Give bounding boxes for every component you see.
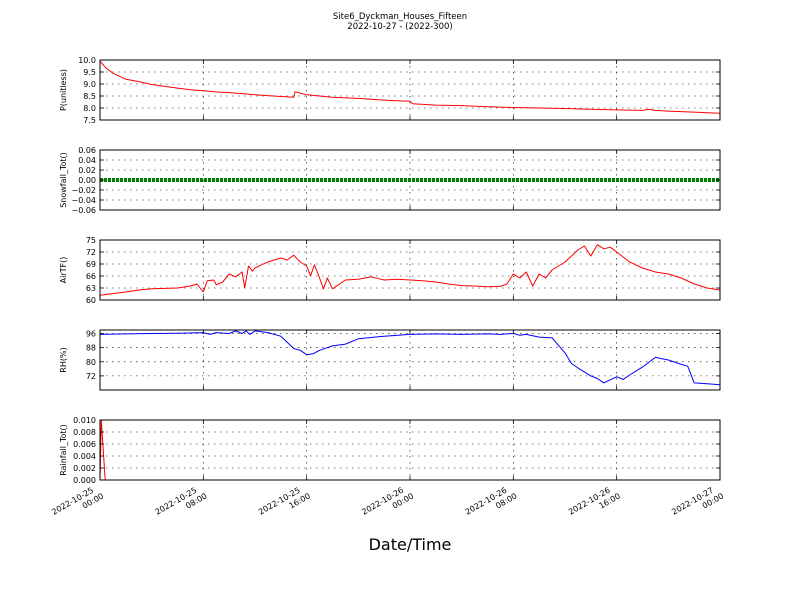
- y-tick-label-rain-5: 0.010: [73, 416, 96, 425]
- series-line-p: [100, 60, 720, 114]
- y-tick-label-p-2: 8.5: [83, 92, 96, 101]
- y-tick-label-p-0: 7.5: [83, 116, 96, 125]
- y-tick-label-snow-5: 0.04: [78, 156, 96, 165]
- y-tick-label-rain-0: 0.000: [73, 476, 96, 485]
- chart-panels: 7.5 8.0 8.5 9.0 9.5 10.0 P(unitless) −0.06−0.04…: [59, 56, 721, 485]
- y-tick-label-air-1: 63: [86, 284, 96, 293]
- series-line-air: [100, 244, 720, 296]
- figure-title: Site6_Dyckman_Houses_Fifteen: [333, 12, 467, 22]
- y-tick-label-p-4: 9.5: [83, 68, 96, 77]
- y-tick-label-rh-3: 96: [86, 330, 96, 339]
- y-tick-label-snow-1: −0.04: [71, 196, 96, 205]
- y-tick-label-rh-1: 80: [86, 358, 96, 367]
- x-axis-title: Date/Time: [369, 535, 452, 554]
- y-tick-label-p-3: 9.0: [83, 80, 96, 89]
- series-line-rh: [100, 330, 720, 386]
- y-axis-label-rh: RH(%): [59, 347, 68, 372]
- y-tick-label-air-3: 69: [86, 260, 96, 269]
- y-tick-label-snow-3: 0.00: [78, 176, 96, 185]
- y-tick-label-rh-2: 88: [86, 344, 96, 353]
- y-axis-label-snow: Snowfall_Tot(): [59, 152, 68, 208]
- panel-snow: −0.06−0.04−0.020.000.020.040.06 Snowfall_…: [59, 146, 721, 215]
- y-tick-label-p-5: 10.0: [78, 56, 96, 65]
- y-tick-label-snow-2: −0.02: [71, 186, 96, 195]
- y-axis-label-rain: Rainfall_Tot(): [59, 424, 68, 476]
- y-tick-label-air-2: 66: [86, 272, 96, 281]
- y-tick-label-rain-4: 0.008: [73, 428, 96, 437]
- series-line-rain: [100, 420, 720, 480]
- y-tick-label-rain-2: 0.004: [73, 452, 96, 461]
- panel-air: 60 63 66 69 72 75 AirTF(): [59, 236, 721, 305]
- panel-rain: 0.000 0.002 0.004 0.006 0.008 0.010 Rainfall_T…: [59, 416, 721, 485]
- y-tick-label-snow-0: −0.06: [71, 206, 96, 215]
- y-tick-label-air-5: 75: [86, 236, 96, 245]
- panel-rh: 72 80 88 96 RH(%): [59, 329, 721, 391]
- y-tick-label-air-4: 72: [86, 248, 96, 257]
- y-tick-label-p-1: 8.0: [83, 104, 96, 113]
- y-tick-label-snow-6: 0.06: [78, 146, 96, 155]
- y-axis-label-air: AirTF(): [59, 257, 68, 284]
- y-tick-label-rain-1: 0.002: [73, 464, 96, 473]
- y-tick-label-snow-4: 0.02: [78, 166, 96, 175]
- y-tick-label-air-0: 60: [86, 296, 96, 305]
- y-tick-label-rh-0: 72: [86, 372, 96, 381]
- figure-subtitle: 2022-10-27 - (2022-300): [347, 22, 452, 32]
- y-tick-label-rain-3: 0.006: [73, 440, 96, 449]
- y-axis-label-p: P(unitless): [59, 69, 68, 111]
- panel-p: 7.5 8.0 8.5 9.0 9.5 10.0 P(unitless): [59, 56, 721, 125]
